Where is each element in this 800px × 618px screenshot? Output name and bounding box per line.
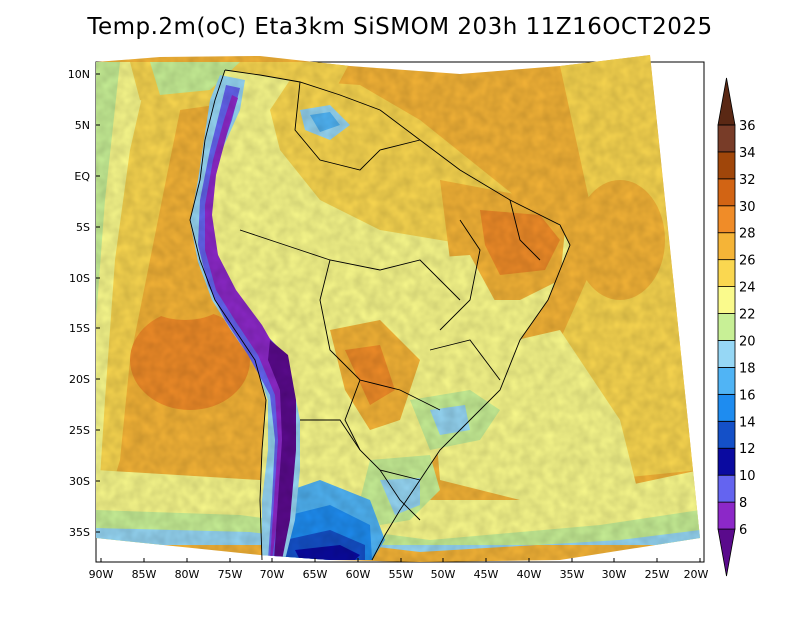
latitude-axis: 10N 5N EQ 5S 10S 15S 20S 25S 30S 35S xyxy=(68,68,100,539)
lon-label: 25W xyxy=(645,568,670,581)
lat-label: 20S xyxy=(69,373,90,386)
lon-label: 35W xyxy=(560,568,585,581)
colorbar-segment xyxy=(717,393,736,422)
lon-label: 45W xyxy=(474,568,499,581)
colorbar-label: 18 xyxy=(739,361,756,376)
map-title: Temp.2m(oC) Eta3km SiSMOM 203h 11Z16OCT2… xyxy=(87,14,713,40)
colorbar-segment xyxy=(717,124,736,153)
lon-label: 75W xyxy=(218,568,243,581)
colorbar-label: 36 xyxy=(739,119,756,134)
colorbar-label: 16 xyxy=(739,388,756,403)
colorbar-label: 22 xyxy=(739,308,756,323)
colorbar-label: 26 xyxy=(739,254,756,269)
colorbar-segment xyxy=(717,501,736,530)
lat-label: EQ xyxy=(74,170,90,183)
colorbar-segment xyxy=(717,232,736,261)
lon-label: 50W xyxy=(431,568,456,581)
colorbar-segment xyxy=(717,340,736,368)
lat-label: 15S xyxy=(69,322,90,335)
colorbar-segment xyxy=(717,259,736,287)
lon-label: 70W xyxy=(260,568,285,581)
colorbar-label: 6 xyxy=(739,523,747,538)
temperature-field xyxy=(96,55,700,562)
country-borders xyxy=(189,69,571,561)
lon-label: 80W xyxy=(175,568,200,581)
colorbar-segment xyxy=(717,420,736,449)
lat-label: 30S xyxy=(69,475,90,488)
colorbar-label: 28 xyxy=(739,227,756,242)
colorbar-label: 24 xyxy=(739,281,756,296)
lat-label: 5S xyxy=(76,221,90,234)
colorbar-label: 34 xyxy=(739,146,756,161)
lon-label: 90W xyxy=(89,568,114,581)
colorbar-min-arrow xyxy=(717,528,736,577)
colorbar-segment xyxy=(717,367,736,395)
colorbar-label: 10 xyxy=(739,469,756,484)
lon-label: 85W xyxy=(132,568,157,581)
lon-label: 20W xyxy=(684,568,709,581)
colorbar-label: 30 xyxy=(739,200,756,215)
colorbar-segment xyxy=(717,178,736,207)
lat-label: 35S xyxy=(69,526,90,539)
colorbar-label: 14 xyxy=(739,415,756,430)
colorbar-segment xyxy=(717,151,736,180)
colorbar-segment xyxy=(717,313,736,341)
lon-label: 60W xyxy=(346,568,371,581)
colorbar-label: 8 xyxy=(739,496,747,511)
lon-label: 30W xyxy=(602,568,627,581)
colorbar: 6 8 10 12 14 16 18 20 22 24 26 28 30 32 34 36 xyxy=(717,77,756,577)
colorbar-label: 20 xyxy=(739,334,756,349)
lon-label: 40W xyxy=(517,568,542,581)
colorbar-segment xyxy=(717,286,736,314)
lat-label: 5N xyxy=(75,119,90,132)
colorbar-segment xyxy=(717,205,736,234)
colorbar-label: 12 xyxy=(739,442,756,457)
lon-label: 55W xyxy=(389,568,414,581)
lon-label: 65W xyxy=(303,568,328,581)
lat-label: 10N xyxy=(68,68,90,81)
longitude-axis: 90W 85W 80W 75W 70W 65W 60W 55W 50W 45W … xyxy=(89,558,709,581)
colorbar-segment xyxy=(717,447,736,476)
colorbar-max-arrow xyxy=(717,77,736,126)
colorbar-segment xyxy=(717,474,736,503)
lat-label: 10S xyxy=(69,272,90,285)
colorbar-label: 32 xyxy=(739,173,756,188)
lat-label: 25S xyxy=(69,424,90,437)
